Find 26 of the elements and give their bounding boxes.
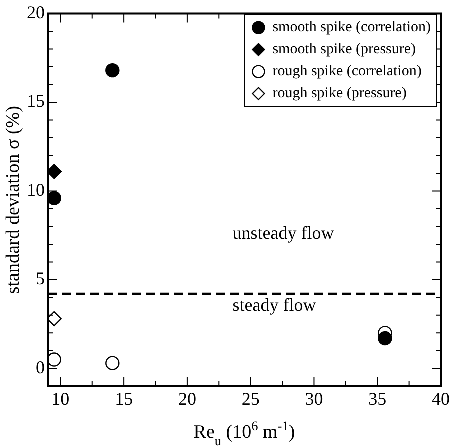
point — [48, 164, 62, 180]
y-axis-title: standard deviation σ (%) — [2, 106, 24, 294]
legend-label: rough spike (correlation) — [272, 64, 422, 80]
y-tick-label: 10 — [27, 180, 45, 200]
x-tick-label: 10 — [52, 388, 70, 409]
x-tick-label: 20 — [178, 388, 196, 409]
point — [48, 352, 62, 367]
point — [48, 311, 62, 327]
x-tick-label: 30 — [305, 388, 324, 409]
legend-label: rough spike (pressure) — [272, 86, 407, 102]
y-tick-label: 20 — [27, 2, 45, 23]
annotation: unsteady flow — [232, 222, 334, 243]
point — [48, 191, 62, 206]
x-tick-label: 15 — [115, 388, 134, 409]
point — [106, 63, 120, 78]
point — [106, 356, 120, 370]
x-tick-label: 40 — [432, 388, 450, 409]
point — [378, 331, 392, 346]
y-tick-label: 0 — [36, 357, 45, 378]
y-tick-label: 15 — [27, 91, 45, 112]
y-tick-label: 5 — [36, 268, 45, 289]
x-tick-label: 35 — [368, 388, 387, 409]
annotation: steady flow — [232, 294, 316, 315]
legend-label: smooth spike (correlation) — [272, 20, 432, 36]
legend-label: smooth spike (pressure) — [272, 42, 416, 58]
x-tick-label: 25 — [242, 388, 260, 409]
